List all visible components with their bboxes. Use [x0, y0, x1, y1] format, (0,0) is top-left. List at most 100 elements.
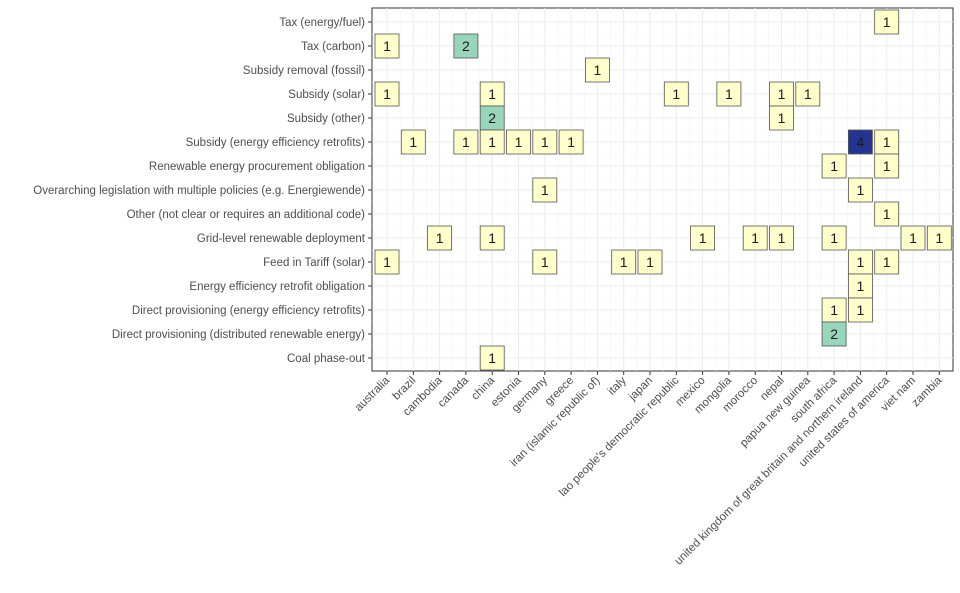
heatmap-cell — [558, 129, 584, 155]
cell-value-label: 1 — [804, 86, 812, 102]
y-tick-label: Coal phase-out — [287, 353, 366, 365]
cell-value-label: 1 — [830, 302, 838, 318]
heatmap-cell — [874, 201, 900, 227]
heatmap-cell — [874, 153, 900, 179]
y-tick-label: Subsidy (other) — [287, 113, 365, 125]
cell-value-label: 1 — [383, 38, 391, 54]
heatmap-cells: 1 1 2 1 1 1 1 1 1 1 2 1 1 1 1 1 1 1 4 1 1 1 1 1 1 1 1 1 1 1 1 1 1 1 1 1 1 1 1 1… — [374, 9, 952, 371]
y-tick-label: Feed in Tariff (solar) — [263, 257, 365, 269]
heatmap-cell — [506, 129, 531, 155]
y-tick-label: Energy efficiency retrofit obligation — [189, 281, 365, 293]
y-tick-label: Direct provisioning (distributed renewab… — [112, 329, 365, 341]
cell-value-label: 1 — [462, 134, 470, 150]
cell-value-label: 1 — [725, 86, 733, 102]
cell-value-label: 1 — [383, 86, 391, 102]
cell-value-label: 4 — [857, 134, 865, 150]
cell-value-label: 1 — [699, 230, 707, 246]
cell-value-label: 1 — [883, 14, 891, 30]
cell-value-label: 1 — [778, 230, 786, 246]
heatmap-cell — [821, 225, 847, 251]
cell-value-label: 1 — [909, 230, 917, 246]
y-tick-label: Subsidy (solar) — [288, 89, 365, 101]
heatmap-cell — [874, 9, 900, 35]
heatmap-cell — [453, 129, 479, 155]
x-tick-label: canada — [436, 374, 472, 410]
heatmap-cell — [479, 81, 505, 107]
heatmap-cell — [479, 345, 505, 371]
heatmap-cell — [532, 249, 558, 275]
heatmap-cell — [479, 129, 505, 155]
cell-value-label: 1 — [488, 86, 496, 102]
cell-value-label: 1 — [620, 254, 628, 270]
heatmap-cell — [427, 225, 453, 251]
x-tick-label: australia — [353, 374, 393, 414]
cell-value-label: 1 — [672, 86, 680, 102]
heatmap-cell — [821, 321, 847, 347]
y-tick-label: Renewable energy procurement obligation — [149, 161, 365, 173]
y-tick-label: Subsidy (energy efficiency retrofits) — [186, 137, 366, 149]
y-tick-label: Direct provisioning (energy efficiency r… — [132, 305, 365, 317]
cell-value-label: 2 — [488, 110, 496, 126]
cell-value-label: 1 — [883, 134, 891, 150]
heatmap-cell — [848, 297, 873, 323]
y-tick-label: Other (not clear or requires an addition… — [127, 209, 366, 221]
heatmap-cell — [453, 33, 479, 59]
x-tick-label: italy — [606, 374, 629, 397]
heatmap-cell — [611, 249, 637, 275]
cell-value-label: 1 — [409, 134, 417, 150]
y-tick-label: Grid-level renewable deployment — [197, 233, 366, 245]
cell-value-label: 1 — [436, 230, 444, 246]
cell-value-label: 1 — [751, 230, 759, 246]
cell-value-label: 1 — [594, 62, 602, 78]
heatmap-cell — [926, 225, 952, 251]
heatmap-cell — [374, 33, 400, 59]
cell-value-label: 1 — [778, 110, 786, 126]
x-tick-label: zambia — [910, 374, 945, 409]
heatmap-cell — [874, 249, 900, 275]
heatmap-cell — [769, 225, 794, 251]
y-tick-label: Tax (energy/fuel) — [279, 17, 365, 29]
cell-value-label: 1 — [883, 254, 891, 270]
heatmap-cell — [848, 177, 873, 203]
cell-value-label: 1 — [935, 230, 943, 246]
heatmap-cell — [769, 81, 794, 107]
cell-value-label: 1 — [830, 158, 838, 174]
cell-value-label: 2 — [830, 326, 838, 342]
heatmap-cell — [585, 57, 610, 83]
heatmap-cell — [690, 225, 715, 251]
cell-value-label: 1 — [488, 350, 496, 366]
cell-value-label: 1 — [383, 254, 391, 270]
heatmap-cell — [374, 249, 400, 275]
cell-value-label: 1 — [857, 302, 865, 318]
heatmap-cell — [769, 105, 794, 131]
heatmap-cell — [479, 105, 505, 131]
heatmap-cell — [400, 129, 426, 155]
cell-value-label: 1 — [541, 182, 549, 198]
cell-value-label: 1 — [515, 134, 523, 150]
heatmap-cell — [532, 177, 558, 203]
cell-value-label: 1 — [883, 206, 891, 222]
heatmap-cell — [374, 81, 400, 107]
cell-value-label: 1 — [541, 134, 549, 150]
heatmap-cell — [479, 225, 505, 251]
cell-value-label: 1 — [646, 254, 654, 270]
heatmap-cell — [663, 81, 689, 107]
cell-value-label: 2 — [462, 38, 470, 54]
heatmap-cell — [716, 81, 742, 107]
heatmap-cell — [848, 273, 873, 299]
cell-value-label: 1 — [857, 278, 865, 294]
cell-value-label: 1 — [488, 230, 496, 246]
cell-value-label: 1 — [778, 86, 786, 102]
cell-value-label: 1 — [883, 158, 891, 174]
cell-value-label: 1 — [857, 254, 865, 270]
y-tick-label: Tax (carbon) — [301, 41, 365, 53]
cell-value-label: 1 — [857, 182, 865, 198]
y-tick-label: Subsidy removal (fossil) — [243, 65, 365, 77]
y-axis: Tax (energy/fuel) Tax (carbon) Subsidy rem… — [33, 17, 372, 365]
heatmap-cell — [532, 129, 558, 155]
y-tick-label: Overarching legislation with multiple po… — [33, 185, 365, 197]
heatmap-cell — [821, 153, 847, 179]
heatmap-cell — [795, 81, 821, 107]
cell-value-label: 1 — [541, 254, 549, 270]
